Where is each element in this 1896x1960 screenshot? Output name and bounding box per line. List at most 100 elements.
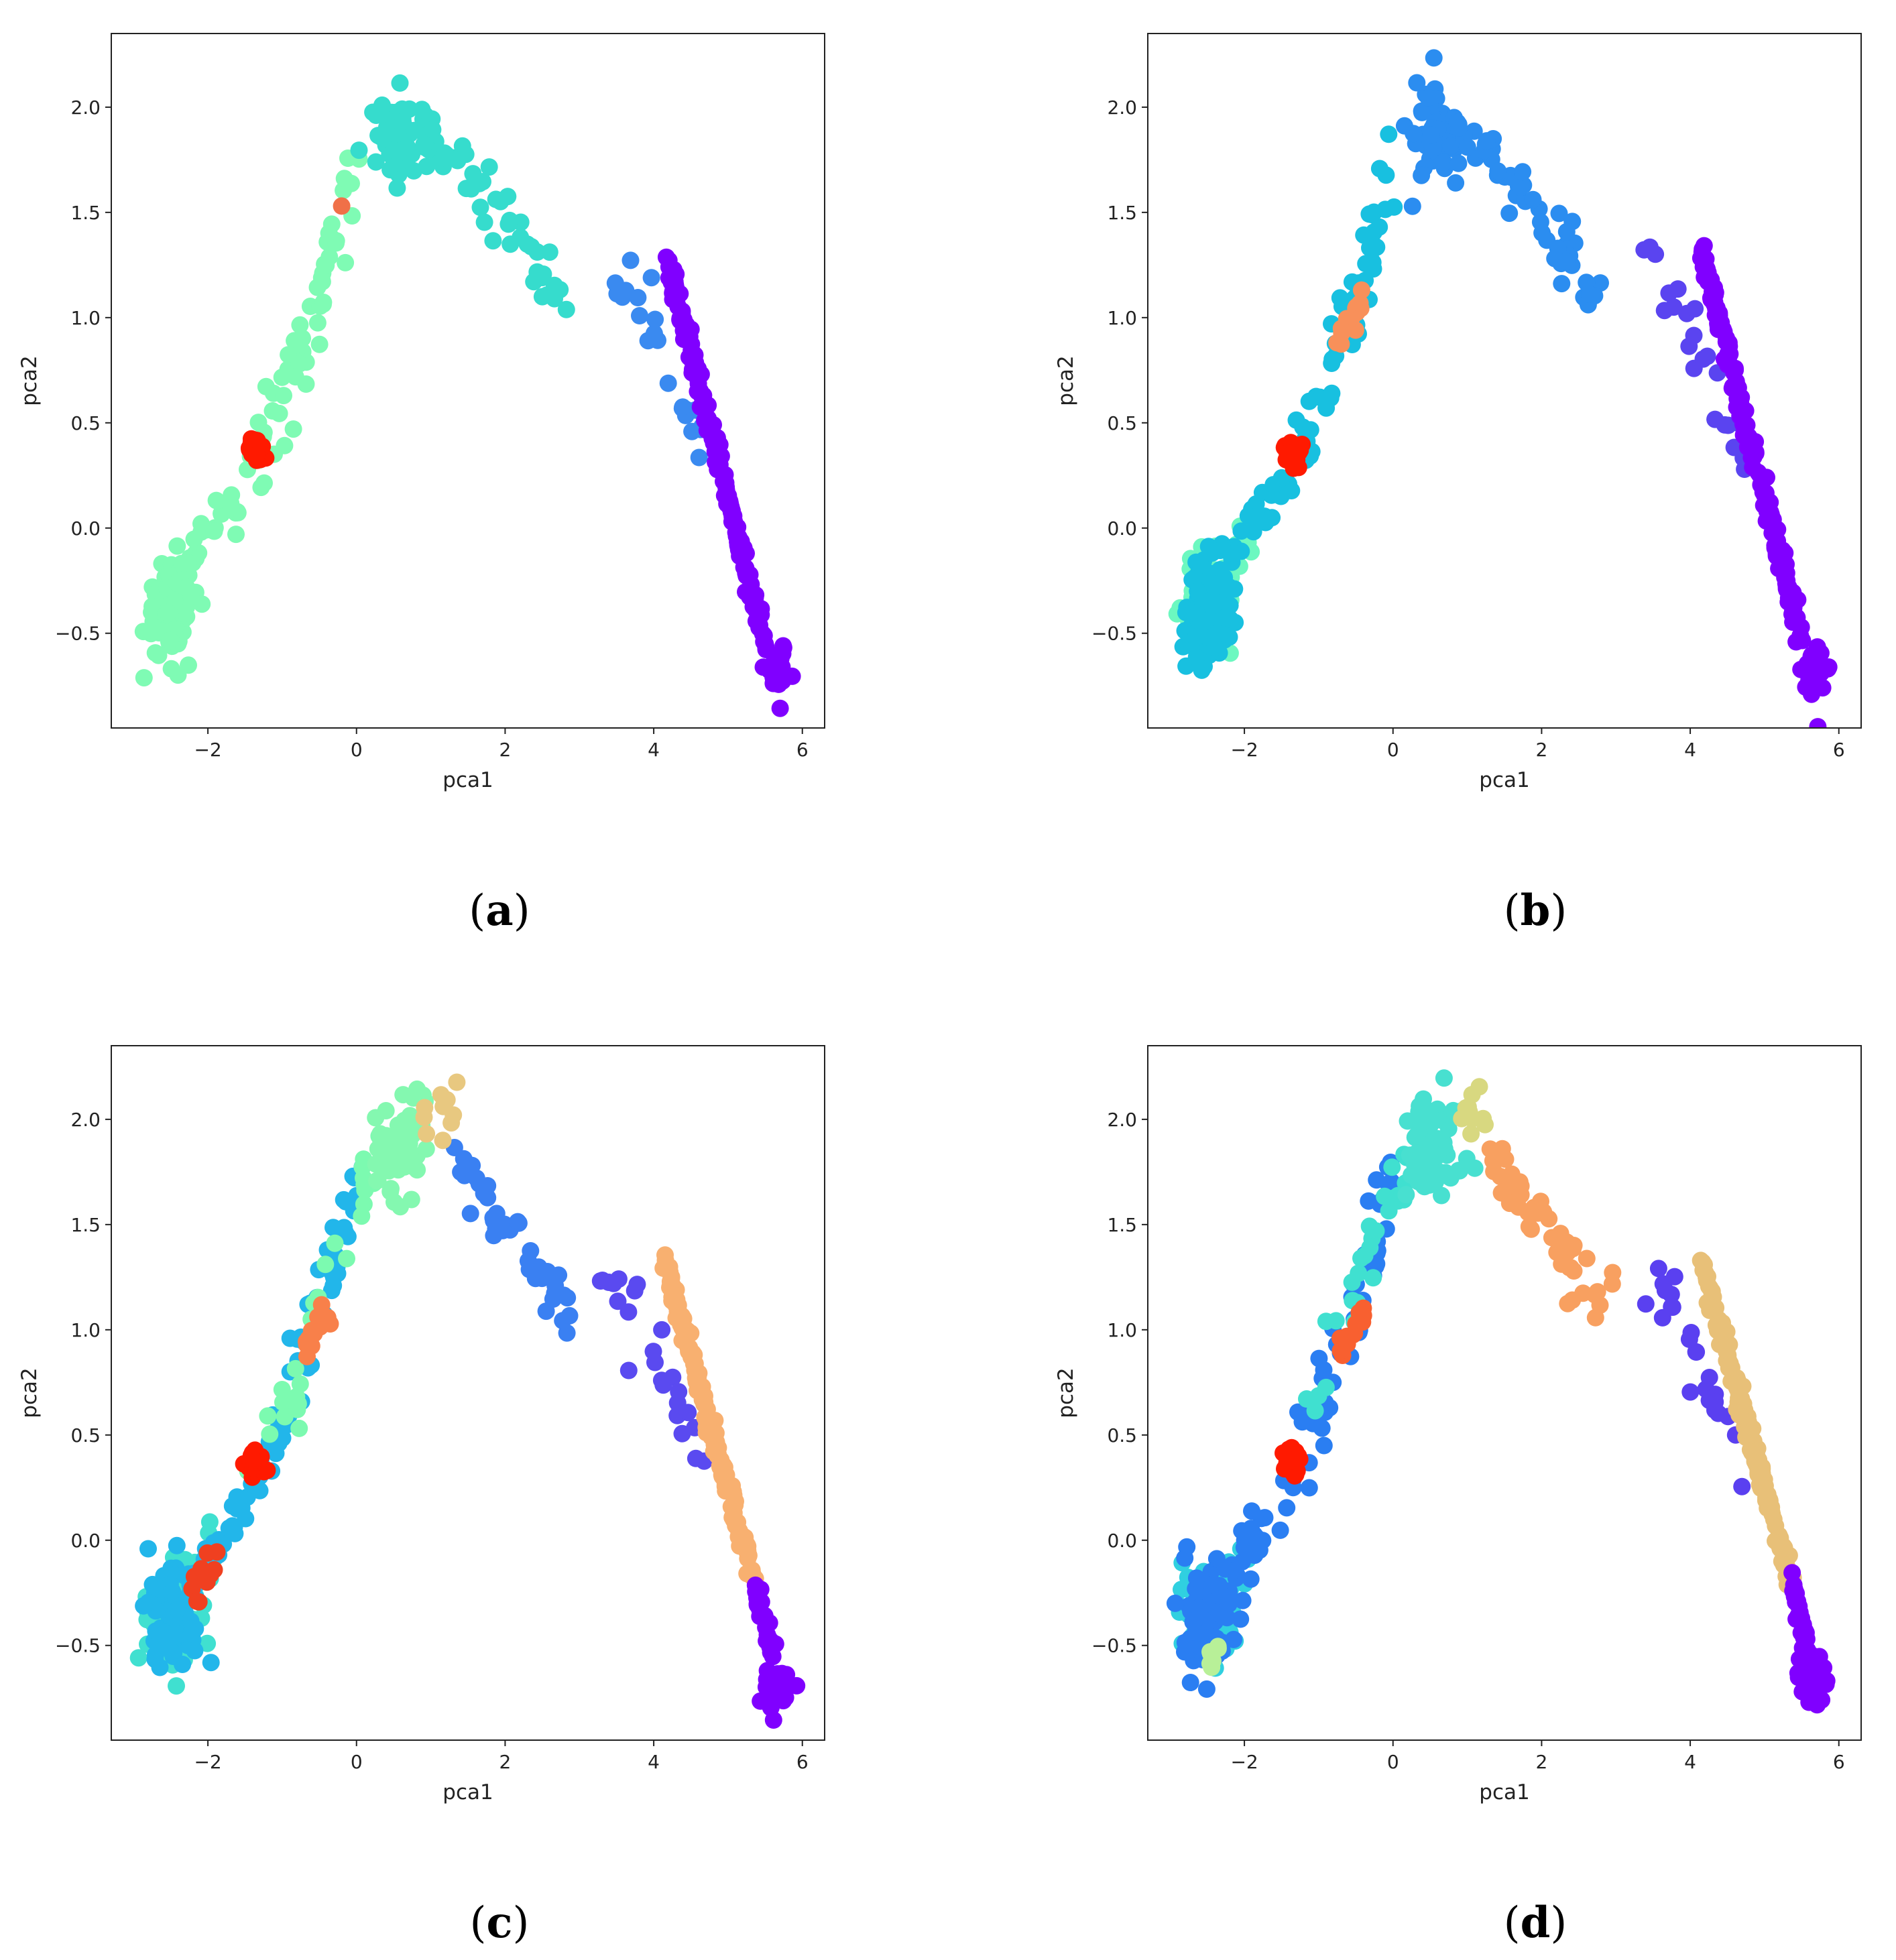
data-point <box>737 544 755 562</box>
data-point <box>1370 218 1388 236</box>
data-point <box>656 1256 674 1274</box>
cluster-green-lower <box>1201 1638 1227 1676</box>
data-point <box>1216 1588 1234 1606</box>
data-point <box>1458 138 1476 156</box>
data-point <box>1770 560 1788 578</box>
data-point <box>1221 597 1239 615</box>
data-point <box>699 1417 717 1435</box>
x-axis-label: pca1 <box>1479 1780 1529 1804</box>
data-point <box>150 646 168 664</box>
data-point <box>1224 1562 1242 1580</box>
cluster-peak-right <box>1453 1078 1494 1143</box>
data-point <box>168 1677 185 1695</box>
data-point <box>382 1180 400 1198</box>
data-point <box>774 1692 792 1710</box>
data-point <box>711 1457 729 1475</box>
data-point <box>448 1073 466 1091</box>
data-point <box>415 135 433 154</box>
data-point <box>1500 204 1519 223</box>
cluster-lower-left-arm <box>134 149 368 687</box>
data-point <box>164 1583 182 1601</box>
data-point <box>1511 178 1529 196</box>
data-point <box>1535 1203 1553 1221</box>
y-tick-label: 1.0 <box>1107 1319 1137 1341</box>
y-axis-label: pca2 <box>1054 355 1078 406</box>
data-point <box>1422 126 1440 144</box>
data-point <box>715 1470 733 1488</box>
data-point <box>475 213 493 231</box>
data-point <box>1718 1343 1736 1361</box>
data-point <box>1277 450 1295 469</box>
data-point <box>1478 132 1496 150</box>
data-point <box>1564 1239 1582 1258</box>
data-point <box>259 1407 277 1425</box>
data-point <box>1767 545 1785 562</box>
data-point <box>1433 1186 1450 1205</box>
data-point <box>1419 1142 1437 1160</box>
data-point <box>1549 239 1567 257</box>
data-point <box>1681 1383 1700 1401</box>
data-point <box>762 1632 780 1650</box>
data-point <box>1173 1581 1190 1599</box>
data-point <box>289 1395 307 1413</box>
data-point <box>642 269 660 287</box>
data-point <box>499 188 517 206</box>
data-point <box>1462 1125 1480 1143</box>
data-point <box>1729 379 1747 397</box>
data-point <box>540 243 558 261</box>
cluster-outlier-orange <box>333 197 351 215</box>
y-tick-label: 0.5 <box>1107 1424 1137 1447</box>
x-tick-label: 4 <box>648 739 660 761</box>
data-point <box>683 341 701 359</box>
data-point <box>327 234 345 252</box>
data-point <box>1368 1171 1386 1189</box>
data-point <box>1181 1674 1199 1691</box>
y-tick-label: −0.5 <box>1091 1635 1137 1657</box>
data-point <box>1637 1295 1655 1313</box>
data-point <box>202 1654 220 1672</box>
data-point <box>1187 648 1205 666</box>
data-point <box>609 1270 628 1288</box>
data-point <box>1734 1408 1752 1426</box>
cluster-left-arm <box>1166 1154 1404 1698</box>
data-point <box>705 434 723 452</box>
data-point <box>326 1234 344 1252</box>
data-point <box>312 1304 331 1323</box>
data-point <box>1470 1078 1488 1096</box>
data-point <box>261 1425 279 1443</box>
data-point <box>274 1393 292 1411</box>
data-point <box>1346 321 1364 339</box>
data-point <box>1403 197 1421 215</box>
data-point <box>1225 1630 1243 1648</box>
data-point <box>619 1361 638 1380</box>
data-point <box>1694 350 1712 368</box>
data-point <box>1553 275 1571 293</box>
data-point <box>305 1325 323 1343</box>
x-tick-label: 0 <box>1387 739 1399 761</box>
panel-caption: (b) <box>1504 885 1567 936</box>
data-point <box>1304 1414 1322 1432</box>
x-tick-label: −2 <box>1230 1751 1258 1773</box>
data-point <box>788 1676 806 1695</box>
data-point <box>442 1114 461 1132</box>
data-point <box>273 368 291 386</box>
data-point <box>388 179 406 197</box>
cluster-red-lower <box>183 1543 226 1611</box>
data-point <box>1449 154 1468 172</box>
data-point <box>415 1108 433 1126</box>
data-point <box>1586 1286 1604 1304</box>
data-point <box>1749 463 1767 481</box>
data-point <box>608 285 626 303</box>
data-point <box>1216 568 1234 587</box>
data-point <box>1701 1301 1719 1319</box>
x-tick-label: 2 <box>499 739 512 761</box>
data-point <box>193 595 211 613</box>
data-point <box>162 660 180 678</box>
x-tick-label: 2 <box>1536 1751 1548 1773</box>
data-point <box>1413 166 1431 184</box>
y-tick-label: 1.0 <box>1107 307 1137 329</box>
data-point <box>249 414 268 432</box>
data-point <box>698 1400 716 1418</box>
data-point <box>739 1550 757 1568</box>
y-tick-label: 2.0 <box>1107 1109 1137 1131</box>
